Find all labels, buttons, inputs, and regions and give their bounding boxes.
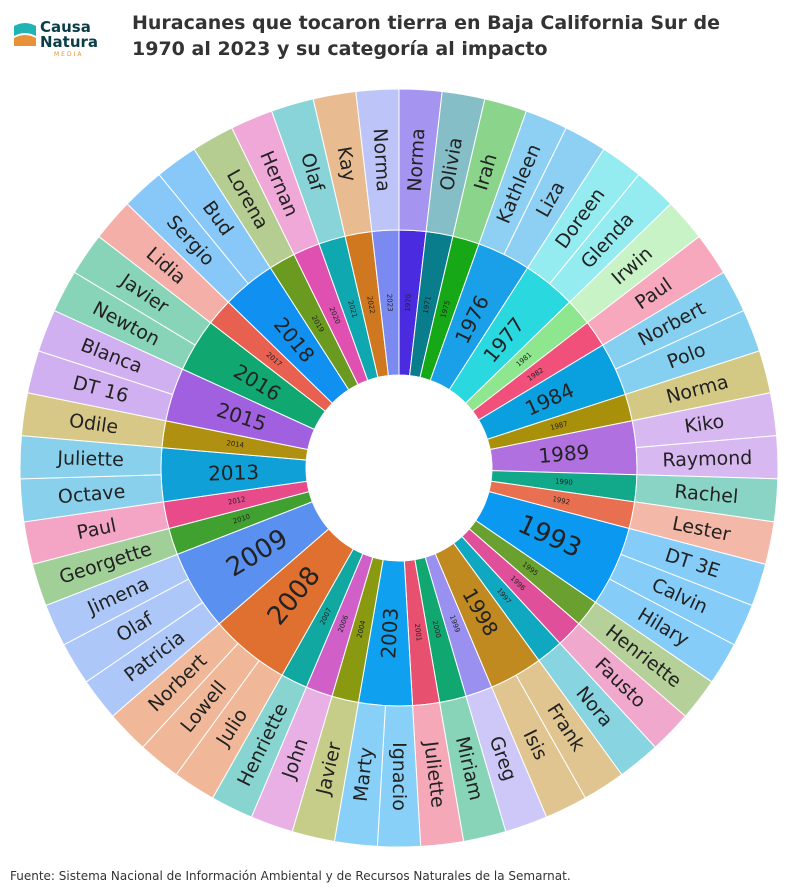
segment-label: 2004 xyxy=(356,619,368,639)
segment-label: Juliette xyxy=(56,447,124,471)
logo-icon xyxy=(14,23,36,46)
chart-title: Huracanes que tocaron tierra en Baja Cal… xyxy=(132,12,721,60)
segment-label: 1970 xyxy=(404,294,413,312)
logo-text: Causa xyxy=(40,18,91,36)
segment-label: 2013 xyxy=(208,460,260,485)
segment-label: 1989 xyxy=(538,440,591,468)
segment-label: Rachel xyxy=(674,481,740,508)
segment-label: Norma xyxy=(404,128,430,193)
segment-label: 1992 xyxy=(552,495,571,506)
segment-label: 2003 xyxy=(376,607,403,659)
segment-label: Raymond xyxy=(662,447,753,472)
segment-label: Ignacio xyxy=(388,742,410,811)
segment-label: 2014 xyxy=(226,439,245,450)
segment-label: 1990 xyxy=(555,477,573,486)
logo: Causa Natura MEDIA xyxy=(14,18,114,62)
segment-label: 2000 xyxy=(431,620,443,639)
segment-label: 2023 xyxy=(385,294,394,312)
segment-label: 2012 xyxy=(227,495,246,506)
source-note: Fuente: Sistema Nacional de Información … xyxy=(10,869,571,883)
segment-label: Norma xyxy=(369,128,395,193)
segment-label: 2022 xyxy=(365,295,376,314)
segment-label: 1971 xyxy=(422,295,433,314)
logo-subtext: MEDIA xyxy=(54,51,84,58)
outer-segment xyxy=(355,88,400,233)
logo-text: Natura xyxy=(40,33,99,51)
segment-label: 2001 xyxy=(413,623,423,642)
